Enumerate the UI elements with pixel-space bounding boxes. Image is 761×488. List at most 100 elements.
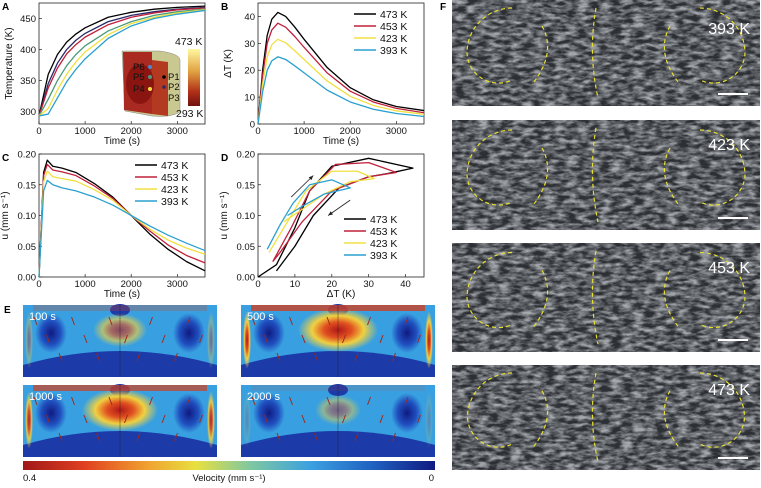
flow-line — [531, 147, 549, 207]
legend-label: 453 K — [161, 172, 188, 184]
x-tick-label: 1000 — [75, 279, 96, 290]
velocity-arrow — [392, 432, 396, 442]
y-tick-label: 30 — [244, 39, 255, 50]
point-p1 — [162, 75, 166, 79]
series-line-p5 — [38, 9, 206, 117]
series-line-p3 — [38, 7, 206, 117]
velocity-arrow — [251, 396, 256, 406]
velocity-arrow — [367, 316, 371, 326]
velocity-arrow — [342, 334, 346, 344]
flow-line — [466, 129, 513, 206]
x-tick-label: 3000 — [167, 279, 188, 290]
velocity-arrow — [379, 414, 384, 424]
series-line-473k — [257, 157, 414, 278]
y-tick-label: 40 — [244, 12, 255, 23]
velocity-arrow — [326, 316, 331, 326]
legend-label: 453 K — [380, 21, 407, 33]
series-line-453k — [257, 22, 425, 125]
panel-label-e: E — [4, 305, 11, 316]
velocity-arrow — [149, 396, 153, 406]
y-axis-label: u (mm s⁻¹) — [0, 191, 11, 239]
velocity-arrow — [58, 352, 63, 362]
velocity-arrow — [264, 334, 268, 344]
flow-line — [466, 251, 513, 329]
point-p4 — [148, 87, 152, 91]
label-p3: P3 — [168, 93, 180, 104]
time-label: 500 s — [247, 311, 274, 323]
panel-label-f: F — [440, 2, 446, 13]
velocity-arrow — [71, 316, 75, 326]
plot-frame — [38, 2, 206, 125]
velocity-arrow — [276, 352, 281, 362]
panel-label-d: D — [221, 153, 228, 164]
y-tick-label: 20 — [244, 66, 255, 77]
flow-line — [591, 372, 599, 463]
flow-line — [531, 390, 549, 450]
series-line-423k — [257, 38, 425, 125]
x-tick-label: 2000 — [340, 126, 361, 137]
plot-frame — [257, 153, 425, 278]
y-tick-label: 450 — [20, 14, 36, 25]
x-tick-label: 2000 — [121, 279, 142, 290]
velocity-arrow — [404, 316, 409, 326]
label-p5: P5 — [133, 72, 145, 83]
legend-label: 473 K — [370, 214, 397, 226]
y-tick-label: 0.15 — [18, 180, 37, 191]
velocity-arrow — [136, 352, 141, 362]
velocity-arrow — [33, 396, 38, 406]
velocity-arrow — [199, 334, 203, 344]
x-tick-label: 40 — [400, 279, 411, 290]
panel-label-b: B — [221, 2, 228, 13]
velocity-arrow — [136, 432, 141, 442]
flow-line — [591, 7, 599, 99]
point-p2 — [162, 85, 166, 89]
plot-frame — [257, 2, 425, 125]
velocity-arrow — [301, 414, 306, 424]
y-axis-label: Temperature (K) — [4, 27, 15, 99]
velocity-arrow — [289, 396, 293, 406]
x-tick-label: 0 — [36, 279, 41, 290]
flow-line — [591, 250, 599, 345]
velocity-arrow — [289, 316, 293, 326]
temperature-label: 453 K — [708, 260, 750, 277]
time-label: 100 s — [29, 311, 56, 323]
x-tick-label: 20 — [326, 279, 337, 290]
velocity-map: 2000 s — [241, 384, 435, 457]
velocity-arrow — [354, 432, 359, 442]
velocity-arrow — [264, 414, 268, 424]
velocity-map: 100 s — [23, 304, 217, 377]
series-line-p1 — [38, 5, 206, 117]
velocity-arrow — [417, 414, 421, 424]
flow-line — [663, 390, 681, 450]
series-line-473k — [38, 159, 206, 278]
sample-photo: 473 K — [452, 365, 760, 470]
chart-c: C 0 1000 2000 3000 0.00 0.05 0.10 0.15 0.20 Time (… — [0, 150, 206, 300]
velocity-arrow — [199, 414, 203, 424]
velocity-arrow — [71, 396, 75, 406]
label-p6: P6 — [133, 62, 145, 73]
colorbar-title: Velocity (mm s⁻¹) — [192, 473, 265, 483]
y-tick-label: 0.05 — [237, 242, 256, 253]
colorbar-max-label: 0.4 — [23, 473, 36, 483]
flow-line — [699, 251, 746, 329]
velocity-map: 1000 s — [23, 384, 217, 457]
velocity-arrow — [96, 352, 100, 362]
velocity-arrow — [404, 396, 409, 406]
velocity-arrow — [46, 414, 50, 424]
velocity-arrow — [46, 334, 50, 344]
velocity-arrow — [58, 432, 63, 442]
velocity-arrow — [108, 396, 113, 406]
series-line-p2 — [38, 6, 206, 117]
series-line-p6 — [38, 9, 206, 117]
x-axis-label: ΔT (K) — [327, 289, 356, 300]
y-tick-label: 0.00 — [18, 273, 37, 284]
x-tick-label: 3000 — [386, 126, 407, 137]
y-tick-label: 0.00 — [237, 273, 256, 284]
x-tick-label: 10 — [290, 279, 301, 290]
point-p6 — [148, 65, 152, 69]
velocity-arrow — [342, 414, 346, 424]
chart-b: B 0 1000 2000 3000 0 10 20 30 40 Time (s) ΔT (K) 473… — [221, 2, 425, 147]
sample-photo: 423 K — [452, 120, 760, 230]
legend-label: 393 K — [370, 250, 397, 262]
